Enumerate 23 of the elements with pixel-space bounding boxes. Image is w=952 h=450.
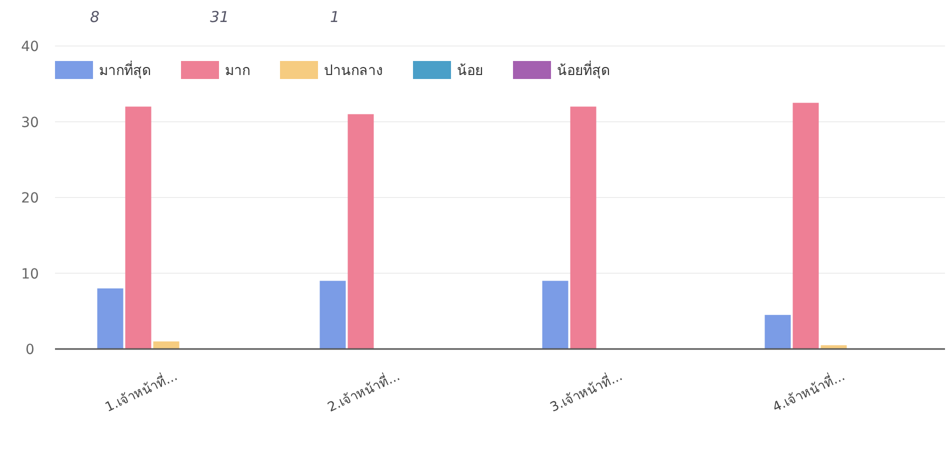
bar bbox=[764, 314, 791, 349]
y-tick-label: 10 bbox=[21, 266, 39, 282]
text: 31 bbox=[210, 8, 230, 26]
legend-label: น้อย bbox=[457, 63, 483, 79]
y-tick-label: 20 bbox=[21, 190, 39, 206]
legend-label: มาก bbox=[225, 63, 250, 79]
bar bbox=[153, 341, 180, 349]
text: 1 bbox=[330, 8, 340, 26]
y-tick-label: 30 bbox=[21, 114, 39, 131]
legend-label: มากที่สุด bbox=[99, 61, 151, 79]
y-tick-label: 40 bbox=[21, 39, 39, 55]
bar bbox=[792, 102, 819, 349]
bar bbox=[125, 106, 152, 349]
bar bbox=[820, 345, 847, 349]
legend-label: น้อยที่สุด bbox=[557, 61, 610, 79]
bar bbox=[348, 114, 374, 349]
bar bbox=[542, 280, 568, 349]
y-tick-label: 0 bbox=[26, 342, 34, 358]
bar bbox=[97, 288, 124, 349]
legend-label: ปานกลาง bbox=[324, 63, 383, 79]
bar bbox=[570, 106, 596, 349]
text: 8 bbox=[90, 8, 100, 26]
bar bbox=[320, 280, 346, 349]
